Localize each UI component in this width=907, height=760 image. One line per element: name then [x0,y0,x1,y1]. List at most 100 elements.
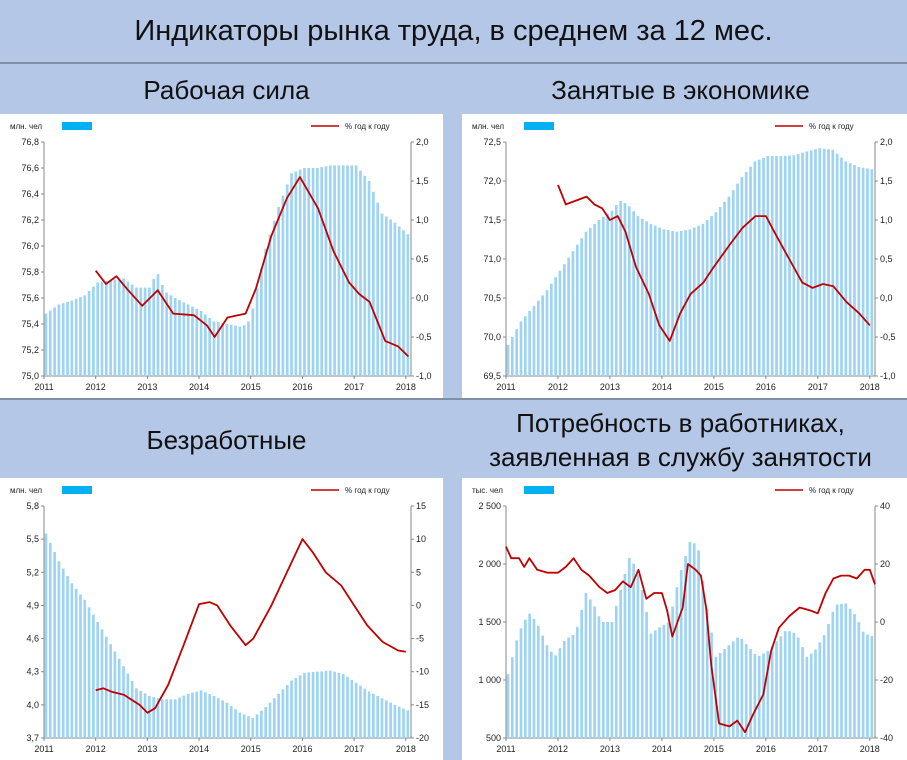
bar [749,649,752,738]
legend-bars-swatch [62,486,92,494]
bar [666,622,670,738]
bar [281,195,285,376]
bar [169,699,173,738]
y-right-tick-label: -5 [416,634,424,644]
y-right-tick-label: 1,0 [416,215,429,225]
bar [757,655,761,738]
bar [57,561,61,738]
y-left-tick-label: 75,6 [21,293,39,303]
chart-unemployed: млн. чел % год к году 3,7 4,0 4,3 4,6 4,9 5,2 5,… [0,478,443,760]
bar [186,304,190,376]
bar [718,207,722,376]
bar [692,543,696,738]
y-right-tick-label: 1,5 [880,176,893,186]
bar [363,175,367,376]
y-left-tick-label: 75,8 [21,267,39,277]
bar [779,156,783,376]
panel-title-labor-force: Рабочая сила [143,75,310,105]
x-tick-label: 2011 [34,744,53,754]
bar [536,625,540,738]
x-tick-label: 2013 [137,744,157,754]
x-tick-label: 2015 [241,744,261,754]
bar [627,206,631,376]
bar [104,636,108,738]
bar [866,168,869,376]
chart-vacancies: тыс. чел % год к году 500 1 000 1 500 2 000 2 … [462,478,907,760]
bar [135,688,138,738]
bar [393,222,397,376]
y-left-tick-label: 2 000 [478,559,501,569]
bar [53,307,56,376]
bar [294,171,298,376]
bar [593,606,596,738]
bar [870,635,874,738]
bar [549,651,553,738]
bar [372,191,375,376]
bar [645,221,648,376]
x-tick-label: 2012 [86,382,106,392]
bar [567,637,570,738]
bar [152,278,156,376]
y-right-tick-label: -20 [880,675,893,685]
bar [705,220,709,376]
bar [770,156,774,376]
bar [666,230,670,376]
bar [208,317,212,376]
bar [588,227,592,376]
bar [199,311,203,376]
bar [389,702,392,738]
y-left-tick-label: 75,0 [21,371,39,381]
bar [285,184,289,376]
bar [658,627,661,738]
bar [857,166,861,376]
bar [723,649,726,738]
bar [684,555,687,738]
bar [303,168,306,376]
bar [191,306,194,376]
y-right-tick-label: 15 [416,501,426,511]
x-tick-label: 2012 [548,382,568,392]
y-left-tick-label: 76,6 [21,163,39,173]
x-tick-label: 2016 [756,744,776,754]
y-left-tick-label: 76,0 [21,241,39,251]
bar [113,651,117,738]
bar [229,324,233,376]
bar [311,672,315,738]
bar [397,226,401,376]
y-left-tick-label: 69,5 [483,371,501,381]
bar [853,614,856,738]
bar [294,677,298,738]
bar [376,696,380,738]
bar [66,575,69,738]
bar [359,685,362,738]
bar [597,220,601,376]
bar [640,218,644,376]
bar [814,149,817,376]
bar [242,714,246,738]
bar [857,622,861,738]
bar [757,159,761,376]
bar [160,285,164,376]
x-tick-label: 2013 [600,744,620,754]
bar [822,635,826,738]
x-tick-label: 2012 [548,744,568,754]
bar [285,684,289,738]
bar [229,705,233,738]
bar [848,163,852,376]
bar [113,279,117,376]
bar [610,210,614,376]
bar [195,308,199,376]
x-tick-label: 2016 [292,744,312,754]
bar [792,632,796,738]
divider-top [0,62,907,64]
bar [182,302,186,376]
bar [853,165,856,376]
bar [744,644,748,738]
chart-labor-force: млн. чел % год к году 75,0 75,2 75,4 75,6 75,8… [0,114,443,398]
bar [117,278,121,376]
right-unit-label: % год к году [345,486,390,495]
bar [70,300,74,376]
panel-title-unemployed: Безработные [146,425,307,455]
legend-bars-swatch [524,122,554,130]
bar [796,637,800,738]
